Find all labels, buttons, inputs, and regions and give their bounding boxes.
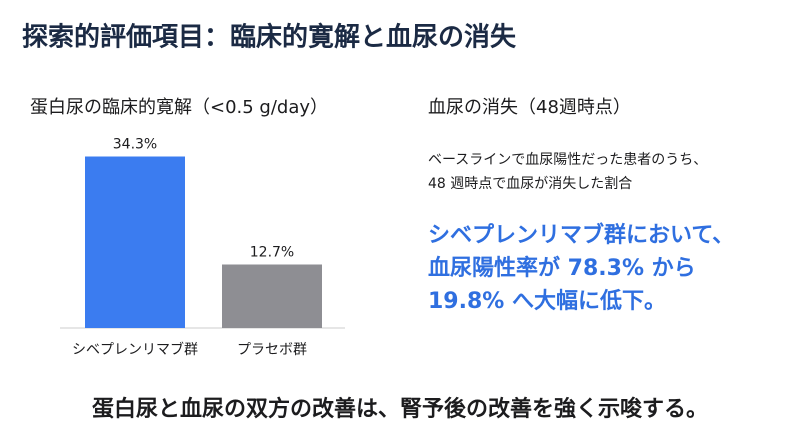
- highlight: シベプレンリマブ群において、: [428, 222, 734, 248]
- slide-title: 探索的評価項目：臨床的寛解と血尿の消失: [22, 22, 517, 53]
- section-title: 血尿の消失（48週時点）: [428, 97, 631, 118]
- value-label: 12.7%: [250, 245, 294, 261]
- description: 48 週時点で血尿が消失した割合: [428, 175, 632, 192]
- x-tick-label: プラセボ群: [237, 342, 307, 358]
- chart-title: 蛋白尿の臨床的寛解（<0.5 g/day）: [30, 97, 328, 118]
- bar: [222, 264, 322, 328]
- bar: [85, 156, 185, 328]
- conclusion: 蛋白尿と血尿の双方の改善は、腎予後の改善を強く示唆する。: [92, 396, 708, 422]
- description: ベースラインで血尿陽性だった患者のうち、: [428, 152, 707, 168]
- value-label: 34.3%: [113, 137, 157, 153]
- highlight: 血尿陽性率が 78.3% から: [428, 255, 696, 281]
- x-tick-label: シベプレンリマブ群: [72, 341, 198, 358]
- highlight: 19.8% へ大幅に低下。: [428, 289, 666, 314]
